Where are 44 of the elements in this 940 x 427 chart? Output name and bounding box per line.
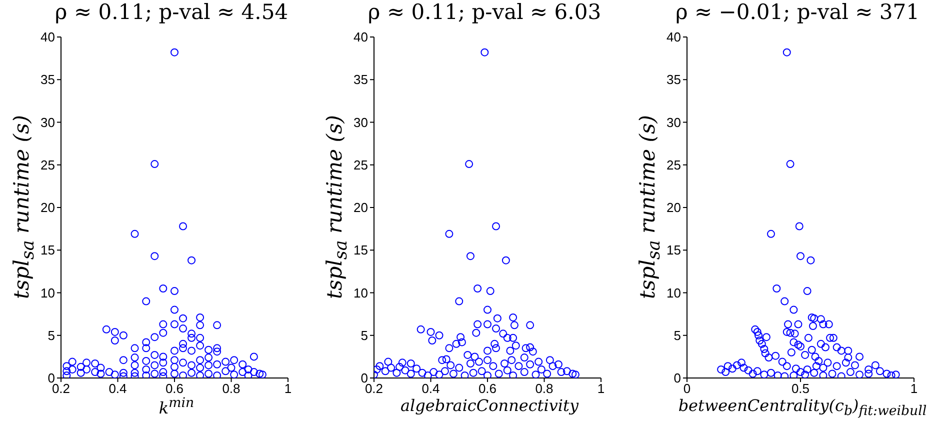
- y-tick-label: 25: [40, 157, 55, 172]
- x-axis-title: k$^{min}$: [158, 396, 196, 418]
- x-tick-label: 1: [284, 381, 292, 396]
- y-tick-label: 25: [354, 157, 368, 172]
- y-tick-label: 35: [354, 72, 368, 88]
- y-tick-label: 15: [354, 242, 368, 258]
- x-axis-title: algebraicConnectivity: [400, 396, 580, 415]
- y-tick-label: 5: [360, 328, 368, 343]
- y-tick-label: 40: [354, 30, 368, 45]
- y-tick-label: 30: [354, 114, 368, 130]
- x-tick-label: 0.6: [478, 381, 497, 396]
- x-tick-label: 0.2: [364, 381, 384, 396]
- y-tick-label: 20: [40, 200, 55, 216]
- y-tick-label: 10: [40, 285, 55, 300]
- x-tick-label: 1: [910, 381, 918, 396]
- y-tick-label: 5: [674, 328, 681, 343]
- y-tick-label: 30: [40, 114, 55, 130]
- chart-title: ρ ≈ 0.11; p-val ≈ 6.03: [366, 0, 602, 24]
- y-tick-label: 40: [666, 30, 681, 45]
- y-tick-label: 15: [40, 242, 55, 258]
- y-tick-label: 15: [666, 242, 681, 258]
- x-tick-label: 0.4: [422, 381, 440, 396]
- y-tick-label: 35: [666, 72, 681, 88]
- x-tick-label: 0.8: [535, 381, 554, 396]
- chart-title: ρ ≈ 0.11; p-val ≈ 4.54: [54, 0, 290, 24]
- y-tick-label: 35: [40, 72, 55, 88]
- x-tick-label: 0.2: [52, 381, 70, 396]
- y-tick-label: 30: [666, 114, 681, 130]
- y-tick-label: 5: [48, 328, 55, 343]
- y-tick-label: 0: [674, 370, 681, 386]
- y-tick-label: 40: [40, 30, 55, 45]
- x-tick-label: 0.4: [108, 381, 127, 396]
- y-tick-label: 20: [354, 200, 368, 216]
- x-tick-label: 1: [597, 381, 605, 396]
- x-tick-label: 0.6: [165, 381, 184, 396]
- x-tick-label: 0: [683, 381, 691, 396]
- y-tick-label: 10: [666, 285, 681, 300]
- x-tick-label: 0.5: [791, 381, 810, 396]
- x-tick-label: 0.8: [222, 381, 240, 396]
- y-tick-label: 10: [354, 285, 368, 300]
- x-axis-title: betweenCentrality(c$_{b}$)$_{fit:weibull}$: [677, 396, 928, 420]
- chart-title: ρ ≈ −0.01; p-val ≈ 371: [674, 0, 921, 24]
- y-tick-label: 20: [666, 200, 681, 216]
- y-tick-label: 25: [666, 157, 681, 172]
